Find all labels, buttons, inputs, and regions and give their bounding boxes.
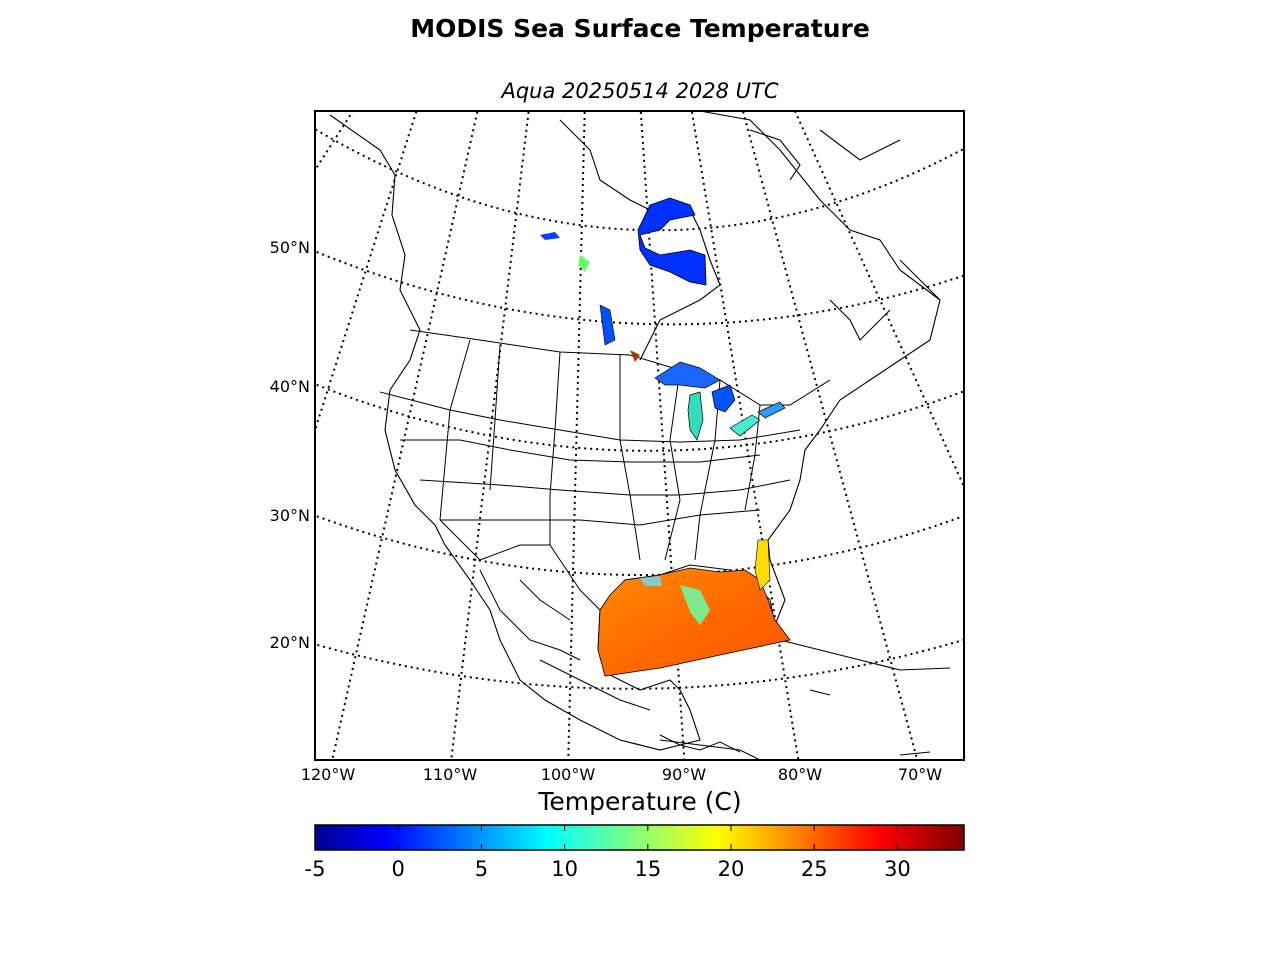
colorbar-ticks: -5 0 5 10 15 20 25 30 <box>305 825 911 881</box>
colorbar-tick-label: 25 <box>801 857 828 881</box>
latitude-labels: 50°N 40°N 30°N 20°N <box>270 238 310 652</box>
lon-label-110w: 110°W <box>423 765 478 784</box>
lon-label-80w: 80°W <box>778 765 822 784</box>
map-frame <box>314 110 965 761</box>
lon-label-120w: 120°W <box>301 765 356 784</box>
lat-label-40: 40°N <box>270 377 310 396</box>
lon-label-70w: 70°W <box>898 765 942 784</box>
map-area <box>315 111 964 760</box>
lat-label-50: 50°N <box>270 238 310 257</box>
map-title: MODIS Sea Surface Temperature <box>410 14 870 43</box>
colorbar-tick-label: 30 <box>884 857 911 881</box>
sst-great-lakes <box>654 361 786 441</box>
lon-label-90w: 90°W <box>662 765 706 784</box>
lat-label-20: 20°N <box>270 633 310 652</box>
colorbar-tick-label: 5 <box>475 857 488 881</box>
colorbar-tick-label: -5 <box>305 857 326 881</box>
longitude-labels: 120°W 110°W 100°W 90°W 80°W 70°W <box>301 765 942 784</box>
colorbar-tick-label: 10 <box>551 857 578 881</box>
lat-label-30: 30°N <box>270 506 310 525</box>
colorbar-tick-label: 20 <box>718 857 745 881</box>
sst-gulf-of-mexico <box>597 539 791 677</box>
colorbar-tick-label: 15 <box>634 857 661 881</box>
lon-label-100w: 100°W <box>541 765 596 784</box>
colorbar <box>314 824 965 851</box>
colorbar-label: Temperature (C) <box>537 787 741 816</box>
sst-hudson-bay <box>540 197 707 362</box>
map-subtitle: Aqua 20250514 2028 UTC <box>501 79 779 103</box>
colorbar-tick-label: 0 <box>392 857 405 881</box>
